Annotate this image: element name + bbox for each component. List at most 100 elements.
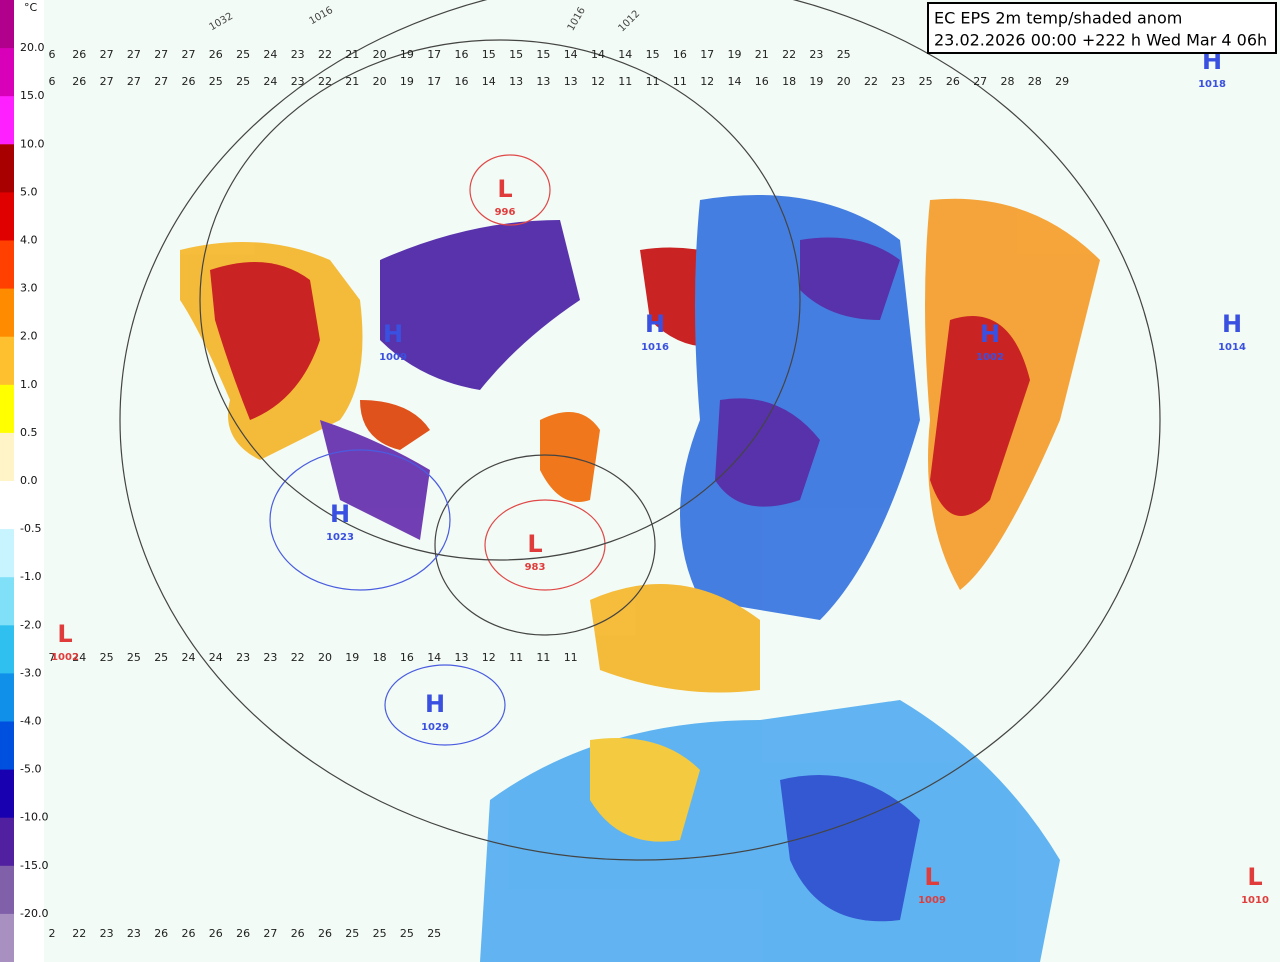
pressure-value: 1014 [1218, 342, 1246, 353]
pressure-letter: L [497, 175, 512, 203]
grid-value: 27 [127, 48, 141, 61]
legend-label: 0.0 [20, 474, 38, 487]
grid-value: 11 [509, 651, 523, 664]
grid-value: 24 [209, 651, 223, 664]
grid-value: 16 [455, 48, 469, 61]
grid-value: 15 [646, 48, 660, 61]
pressure-value: 1010 [1241, 895, 1269, 906]
legend-label: -4.0 [20, 715, 41, 728]
legend-swatch [0, 384, 14, 434]
legend-label: -0.5 [20, 522, 41, 535]
grid-value: 14 [728, 75, 742, 88]
pressure-letter: L [57, 620, 72, 648]
legend-swatch [0, 240, 14, 290]
anomaly-shading [180, 195, 1100, 962]
grid-value: 26 [182, 927, 196, 940]
legend-label: 0.5 [20, 426, 38, 439]
grid-value: 27 [154, 75, 168, 88]
grid-value: 22 [864, 75, 878, 88]
warm-core [210, 262, 320, 420]
legend-label: 1.0 [20, 378, 38, 391]
grid-value: 26 [182, 75, 196, 88]
pressure-letter: L [1247, 863, 1262, 891]
grid-value: 28 [1028, 75, 1042, 88]
grid-value: 7 [49, 651, 56, 664]
grid-value: 16 [755, 75, 769, 88]
grid-value: 25 [345, 927, 359, 940]
grid-value: 25 [400, 927, 414, 940]
pressure-value: 1009 [918, 895, 946, 906]
pressure-value: 1002 [976, 352, 1004, 363]
grid-value: 13 [509, 75, 523, 88]
pressure-letter: H [980, 320, 1000, 348]
pressure-letter: H [645, 310, 665, 338]
grid-value: 11 [646, 75, 660, 88]
pressure-value: 1018 [1198, 79, 1226, 90]
grid-value: 12 [591, 75, 605, 88]
grid-value: 11 [618, 75, 632, 88]
legend-swatch [0, 96, 14, 145]
grid-value: 21 [345, 75, 359, 88]
legend-label: -15.0 [20, 859, 48, 872]
grid-value: 24 [263, 75, 277, 88]
grid-value: 23 [809, 48, 823, 61]
isobar [484, 499, 606, 591]
grid-value: 22 [291, 651, 305, 664]
legend-label: 15.0 [20, 89, 45, 102]
grid-value: 6 [49, 75, 56, 88]
grid-value: 27 [127, 75, 141, 88]
cold-area [320, 420, 430, 540]
grid-value: 23 [291, 48, 305, 61]
pressure-letter: L [527, 530, 542, 558]
grid-value: 11 [564, 651, 578, 664]
grid-value: 26 [72, 75, 86, 88]
isobar [434, 454, 656, 636]
grid-value: 26 [154, 927, 168, 940]
grid-value: 19 [400, 75, 414, 88]
grid-value: 26 [209, 48, 223, 61]
grid-value: 15 [509, 48, 523, 61]
warm-core [930, 316, 1030, 516]
grid-value: 27 [182, 48, 196, 61]
legend-label: 4.0 [20, 234, 38, 247]
pressure-value: 1023 [326, 532, 354, 543]
pressure-value: 983 [525, 562, 546, 573]
grid-value: 17 [700, 48, 714, 61]
warm-area [590, 738, 700, 842]
grid-value: 14 [618, 48, 632, 61]
legend-label: -20.0 [20, 907, 48, 920]
legend-swatch [0, 817, 14, 867]
pressure-letter: H [330, 500, 350, 528]
grid-value: 11 [673, 75, 687, 88]
grid-value: 25 [236, 75, 250, 88]
grid-value: 20 [318, 651, 332, 664]
grid-value: 20 [837, 75, 851, 88]
grid-value: 22 [318, 75, 332, 88]
grid-value: 25 [427, 927, 441, 940]
grid-value: 14 [482, 75, 496, 88]
legend-label: 3.0 [20, 282, 38, 295]
grid-value: 25 [837, 48, 851, 61]
grid-value: 2 [49, 927, 56, 940]
cold-core [800, 237, 900, 320]
pressure-value: 996 [495, 207, 516, 218]
isobar [384, 664, 506, 746]
grid-value: 12 [482, 651, 496, 664]
legend-label: 10.0 [20, 137, 45, 150]
warm-area [590, 584, 760, 693]
pressure-value: 1002 [51, 652, 79, 663]
legend-swatch [0, 144, 14, 193]
legend-swatch [0, 288, 14, 338]
grid-value: 28 [1001, 75, 1015, 88]
temperature-grid: 6 26 27 27 27 27 26 25 24 23 22 21 20 19 17 16 15 15 15 14 1… [49, 48, 1070, 940]
grid-value: 20 [373, 48, 387, 61]
warm-area [360, 400, 430, 450]
legend-label: -1.0 [20, 570, 41, 583]
legend-label: 2.0 [20, 330, 38, 343]
legend: °C 20.0 15.0 10.0 5.0 4.0 3.0 2.0 1.0 0.5 0.0 -0.5 -… [0, 0, 48, 962]
legend-unit: °C [24, 1, 38, 14]
grid-value: 23 [263, 651, 277, 664]
grid-value: 27 [973, 75, 987, 88]
grid-value: 13 [455, 651, 469, 664]
grid-value: 23 [291, 75, 305, 88]
